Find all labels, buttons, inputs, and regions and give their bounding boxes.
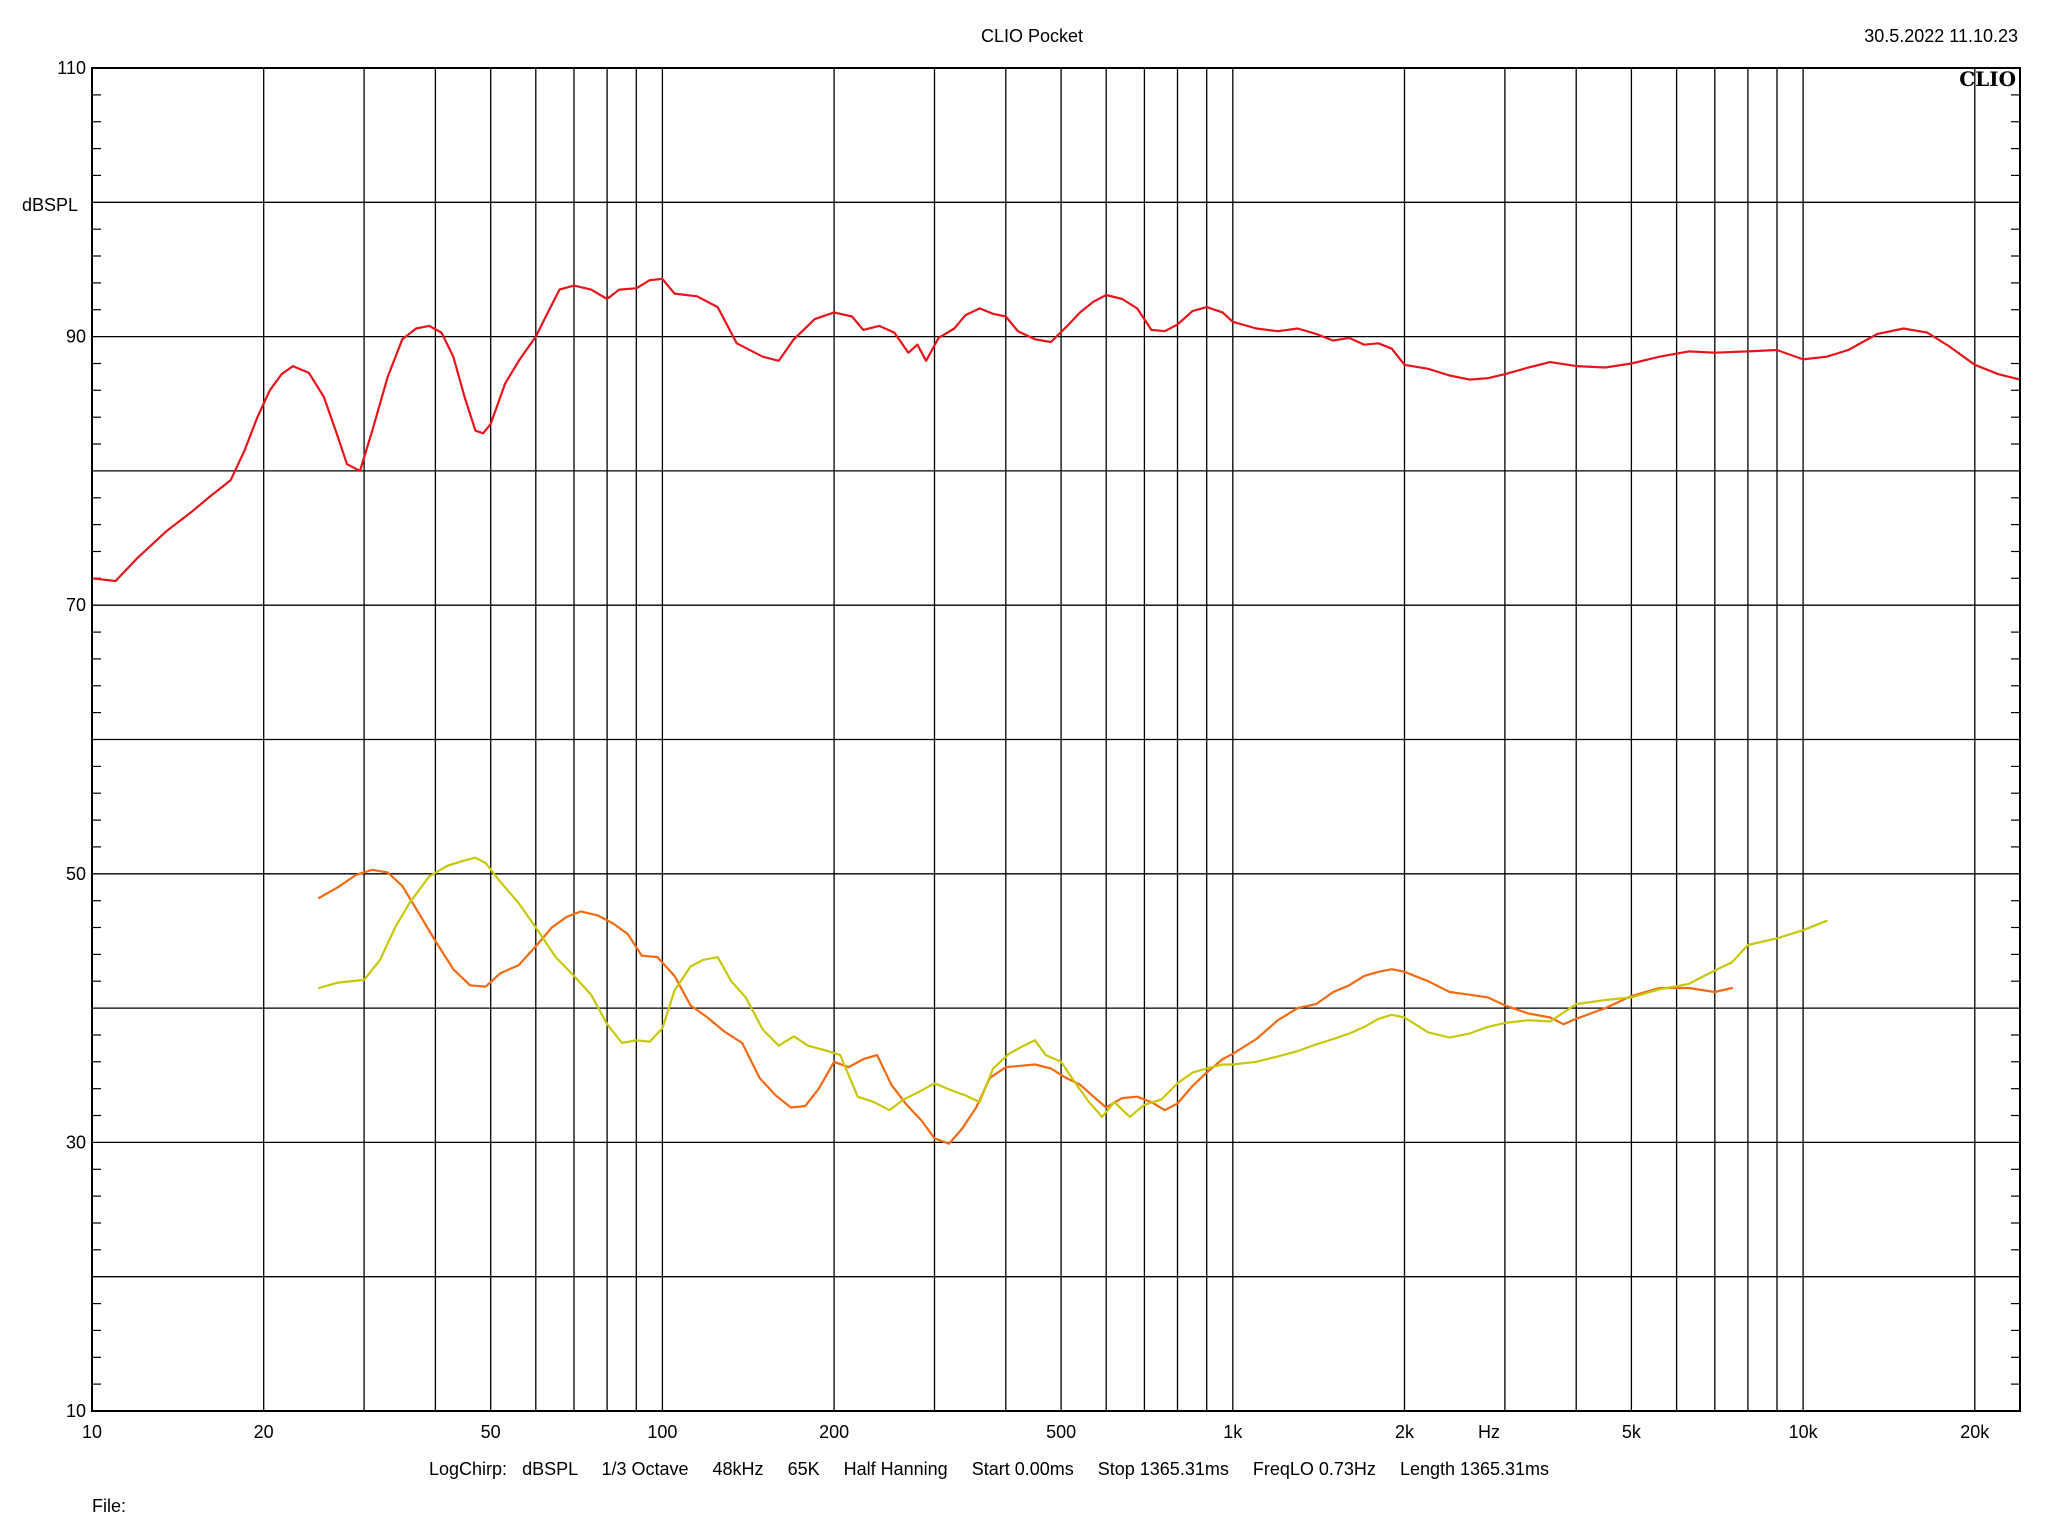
clio-logo: CLIO [1959,67,2016,91]
x-tick-label: 100 [647,1422,677,1442]
x-tick-label: 50 [481,1422,501,1442]
file-label: File: [92,1496,126,1516]
settings-line: LogChirp: dBSPL 1/3 Octave 48kHz 65K Hal… [429,1459,1549,1479]
x-tick-label: 20k [1960,1422,1990,1442]
setting-units: dBSPL [522,1459,578,1479]
timestamp: 30.5.2022 11.10.23 [1864,26,2018,46]
y-tick-label: 10 [66,1401,86,1421]
setting-stop: Stop 1365.31ms [1098,1459,1229,1479]
plot-frame [91,67,2021,1412]
setting-length: Length 1365.31ms [1400,1459,1549,1479]
x-tick-label: 20 [254,1422,274,1442]
x-tick-label: 2k [1395,1422,1415,1442]
x-tick-label: 10 [82,1422,102,1442]
x-tick-label: 200 [819,1422,849,1442]
setting-size: 65K [788,1459,820,1479]
x-tick-label: 1k [1223,1422,1243,1442]
setting-window: Half Hanning [844,1459,948,1479]
setting-smoothing: 1/3 Octave [601,1459,688,1479]
setting-sample-rate: 48kHz [713,1459,764,1479]
y-tick-label: 110 [57,58,86,78]
tick-labels: 10 20 50 100 200 500 1k 2k 5k 10k 20k 110 90 70 50 30 10 [57,58,1990,1442]
x-tick-label: 5k [1622,1422,1642,1442]
y-axis-label: dBSPL [22,195,78,215]
y-tick-label: 50 [66,864,86,884]
x-tick-label: 10k [1789,1422,1819,1442]
chart-title: CLIO Pocket [981,26,1083,46]
setting-mode: LogChirp: [429,1459,507,1479]
y-tick-label: 70 [66,595,86,615]
series-line-1 [90,277,2022,583]
setting-start: Start 0.00ms [972,1459,1074,1479]
series-line-3 [317,856,1828,1118]
y-tick-label: 90 [66,327,86,347]
y-tick-label: 30 [66,1132,86,1152]
setting-freqlo: FreqLO 0.73Hz [1253,1459,1376,1479]
grid [92,68,2020,1411]
series-layer [90,277,2022,1145]
x-tick-label: 500 [1046,1422,1076,1442]
x-axis-unit: Hz [1478,1422,1500,1442]
